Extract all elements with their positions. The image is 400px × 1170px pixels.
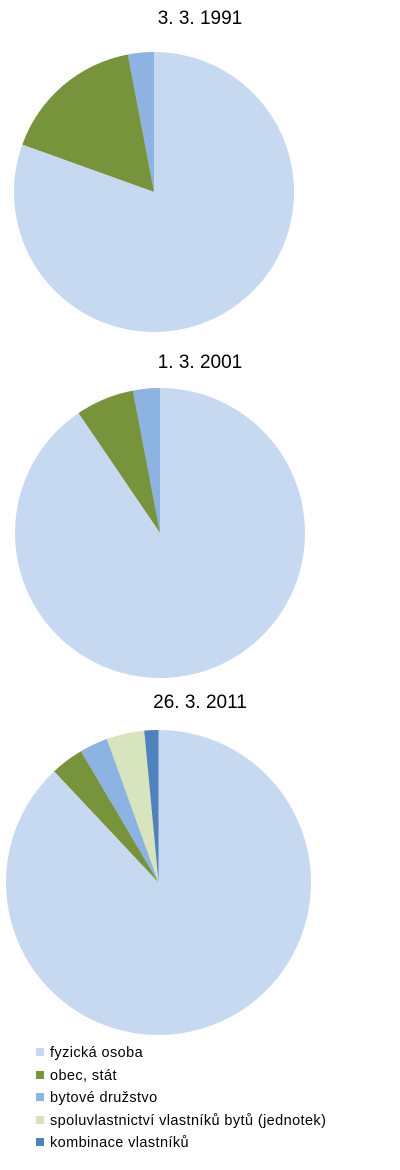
legend-label: spoluvlastnictví vlastníků bytů (jednote… bbox=[50, 1113, 326, 1129]
legend: fyzická osoba obec, stát bytové družstvo… bbox=[36, 1042, 326, 1155]
legend-label: kombinace vlastníků bbox=[50, 1135, 189, 1151]
pie-1991 bbox=[14, 52, 294, 332]
legend-swatch bbox=[36, 1048, 44, 1056]
legend-swatch bbox=[36, 1116, 44, 1124]
legend-swatch bbox=[36, 1071, 44, 1079]
legend-item-spoluvlastnictvi: spoluvlastnictví vlastníků bytů (jednote… bbox=[36, 1110, 326, 1133]
chart-title-2011: 26. 3. 2011 bbox=[0, 692, 400, 714]
pie-2001 bbox=[15, 388, 305, 678]
legend-item-bytove-druzstvo: bytové družstvo bbox=[36, 1087, 326, 1110]
legend-item-fyzicka-osoba: fyzická osoba bbox=[36, 1042, 326, 1065]
legend-swatch bbox=[36, 1138, 44, 1146]
pie-2011 bbox=[6, 730, 311, 1035]
legend-label: fyzická osoba bbox=[50, 1045, 143, 1061]
legend-label: obec, stát bbox=[50, 1068, 117, 1084]
legend-item-obec-stat: obec, stát bbox=[36, 1065, 326, 1088]
legend-item-kombinace: kombinace vlastníků bbox=[36, 1132, 326, 1155]
legend-swatch bbox=[36, 1093, 44, 1101]
chart-title-2001: 1. 3. 2001 bbox=[0, 352, 400, 374]
chart-title-1991: 3. 3. 1991 bbox=[0, 8, 400, 30]
pie-slice-fyzicka-osoba bbox=[6, 730, 311, 1035]
legend-label: bytové družstvo bbox=[50, 1090, 158, 1106]
